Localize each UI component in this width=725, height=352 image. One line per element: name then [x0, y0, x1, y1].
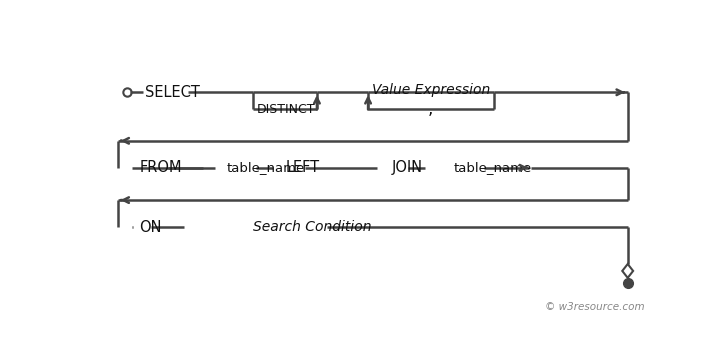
Text: © w3resource.com: © w3resource.com	[545, 302, 645, 312]
Text: DISTINCT: DISTINCT	[257, 103, 315, 116]
Text: SELECT: SELECT	[145, 85, 200, 100]
Text: Search Condition: Search Condition	[253, 220, 372, 234]
Text: Value Expression: Value Expression	[372, 83, 490, 97]
Text: FROM: FROM	[139, 160, 182, 175]
Text: ,: ,	[428, 100, 434, 118]
Polygon shape	[622, 264, 633, 278]
Text: LEFT: LEFT	[286, 160, 320, 175]
Text: JOIN: JOIN	[392, 160, 423, 175]
Text: ON: ON	[138, 220, 161, 234]
Text: table_name: table_name	[453, 161, 531, 174]
Text: table_name: table_name	[226, 161, 304, 174]
